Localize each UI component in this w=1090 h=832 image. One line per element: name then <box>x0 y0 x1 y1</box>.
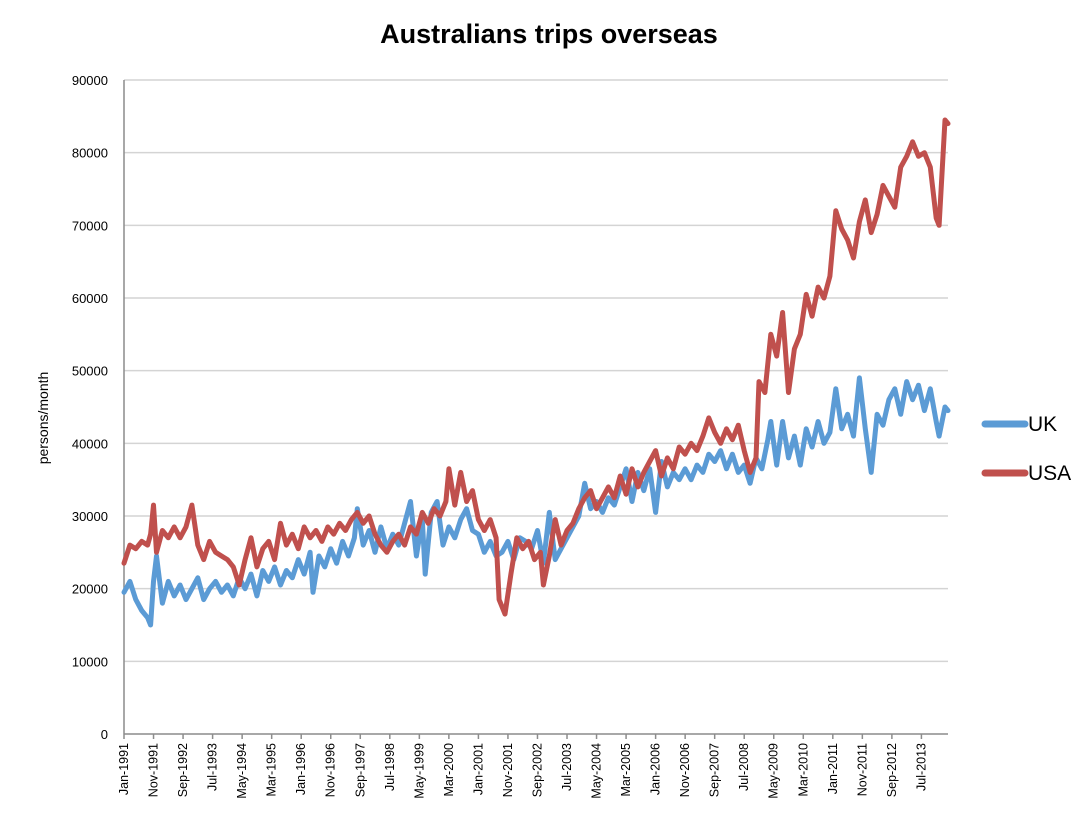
legend-label-uk: UK <box>1028 413 1057 436</box>
grid <box>124 79 948 663</box>
x-tick-label: Jul-2013 <box>914 743 928 791</box>
x-tick-label: May-1994 <box>235 743 249 799</box>
series-line-usa <box>121 117 951 617</box>
chart-title: Australians trips overseas <box>380 19 718 49</box>
y-tick-label: 60000 <box>72 291 108 306</box>
y-axis-title: persons/month <box>35 372 51 465</box>
y-tick-label: 10000 <box>72 654 108 669</box>
x-tick-label: Jul-2008 <box>737 743 751 791</box>
x-tick-label: Jul-1998 <box>383 743 397 791</box>
y-tick-label: 40000 <box>72 436 108 451</box>
x-tick-label: Nov-2001 <box>501 743 515 797</box>
x-tick-label: Mar-2000 <box>442 743 456 797</box>
x-tick-label: Nov-1996 <box>324 743 338 797</box>
x-tick-label: Mar-2005 <box>619 743 633 797</box>
x-tick-label: Jul-2003 <box>560 743 574 791</box>
x-tick-label: Nov-1991 <box>147 743 161 797</box>
y-tick-label: 0 <box>101 727 108 742</box>
legend: UK USA <box>981 413 1071 485</box>
x-tick-label: Nov-2011 <box>855 743 869 796</box>
x-tick-label: Mar-2010 <box>796 743 810 797</box>
x-tick-label: May-2009 <box>767 743 781 799</box>
x-tick-label: Sep-2002 <box>530 743 544 797</box>
axes: 0 10000 20000 30000 40000 50000 60000 70000 8000… <box>72 73 948 799</box>
x-tick-label: Jan-2001 <box>471 743 485 795</box>
x-tick-label: Jan-1991 <box>117 743 131 795</box>
y-tick-label: 80000 <box>72 146 108 161</box>
series-group <box>121 117 951 628</box>
x-tick-label: May-1999 <box>412 743 426 799</box>
x-tick-label: Jan-2011 <box>826 743 840 794</box>
legend-label-usa: USA <box>1028 462 1071 485</box>
y-tick-label: 70000 <box>72 218 108 233</box>
x-tick-label: May-2004 <box>590 743 604 799</box>
x-tick-label: Nov-2006 <box>678 743 692 797</box>
x-tick-label: Mar-1995 <box>265 743 279 797</box>
y-tick-label: 90000 <box>72 73 108 88</box>
x-tick-label: Jan-2006 <box>649 743 663 795</box>
x-tick-label: Sep-2012 <box>885 743 899 797</box>
y-tick-label: 50000 <box>72 364 108 379</box>
y-tick-label: 20000 <box>72 582 108 597</box>
x-tick-label: Jan-1996 <box>294 743 308 795</box>
x-tick-label: Sep-1997 <box>353 743 367 797</box>
y-tick-label: 30000 <box>72 509 108 524</box>
x-tick-label: Sep-1992 <box>176 743 190 797</box>
x-tick-label: Sep-2007 <box>708 743 722 797</box>
x-tick-label: Jul-1993 <box>206 743 220 791</box>
